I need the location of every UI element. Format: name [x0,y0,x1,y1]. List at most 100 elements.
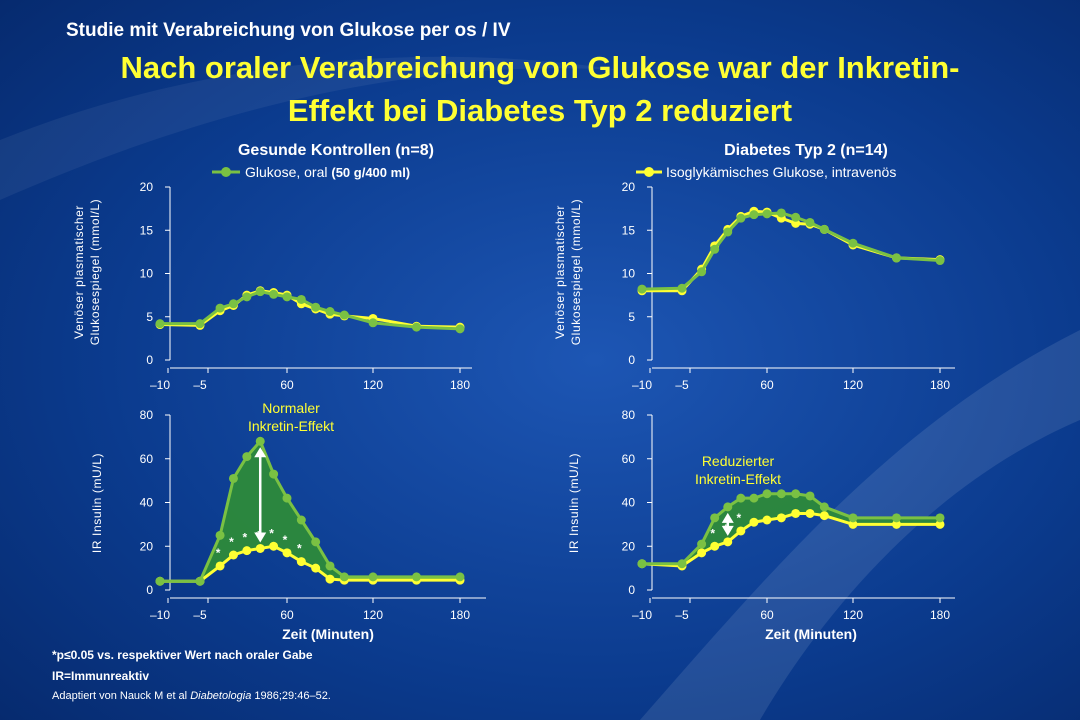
legend-iv-marker [644,167,654,177]
data-point-oral [935,513,945,523]
y-tick-label: 15 [622,223,636,237]
y-tick-label: 60 [622,452,636,466]
data-point-oral [339,310,349,320]
data-point-oral [710,244,720,254]
y-tick-label: 0 [628,353,635,367]
data-point-iv [791,508,801,518]
legend-iv: Isoglykämisches Glukose, intravenös [636,164,896,180]
data-point-iv [215,561,225,571]
data-point-iv [242,546,252,556]
glucose-ylabel-right-line1: Venöser plasmatischer [553,205,567,339]
data-point-oral [791,212,801,222]
data-point-oral [791,489,801,499]
data-point-oral [677,559,687,569]
data-point-oral [637,284,647,294]
x-tick-label: 120 [363,378,383,392]
reference-journal: Diabetologia [190,690,252,702]
x-tick-label: 60 [280,378,294,392]
y-tick-label: 20 [622,180,636,194]
plots: 0 5 10 15 20 –10 –5 60 120 180 0 5 10 15 20 –10 –5 60 120 1… [140,180,955,622]
x-tick-label: –5 [675,608,689,622]
x-tick-label: 180 [450,608,470,622]
data-point-oral [637,559,647,569]
y-tick-label: 5 [146,310,153,324]
significance-star: * [737,511,742,525]
data-point-iv [776,513,786,523]
data-point-oral [368,318,378,328]
data-point-oral [892,513,901,523]
data-point-iv [269,541,279,551]
reference-authors: Adaptiert von Nauck M et al [52,690,191,702]
data-point-oral [805,217,815,227]
y-tick-label: 10 [622,267,636,281]
annotation-reduced-line2: Inkretin-Effekt [695,471,781,487]
y-tick-label: 40 [140,496,154,510]
data-point-oral [339,572,349,582]
significance-star: * [229,535,234,549]
arrow-head-up [254,447,267,458]
y-tick-label: 20 [140,180,154,194]
legend-oral-marker [221,167,231,177]
data-point-oral [762,209,772,219]
insulin-ylabel-right: IR Insulin (mU/L) [567,453,581,553]
data-point-oral [819,224,829,234]
data-point-oral [776,489,786,499]
insulin-ylabel-left: IR Insulin (mU/L) [90,453,104,553]
data-point-oral [228,299,238,309]
legend-oral-dose: (50 g/400 ml) [331,165,410,180]
x-tick-label: –5 [193,378,207,392]
data-point-iv [228,550,238,560]
glucose-ylabel-left-line1: Venöser plasmatischer [72,205,86,339]
glucose-ylabel-left-line2: Glukosespiegel (mmol/L) [88,199,102,346]
x-tick-label: 120 [363,608,383,622]
y-tick-label: 15 [140,223,154,237]
data-point-iv [311,563,321,573]
data-point-oral [749,493,759,503]
y-tick-label: 80 [622,408,636,422]
footnote-ir: IR=Immunreaktiv [52,669,150,683]
significance-star: * [283,533,288,547]
data-point-oral [723,227,733,237]
x-tick-label: –5 [193,608,207,622]
legend-iv-label: Isoglykämisches Glukose, intravenös [666,164,896,180]
legend-oral-label: Glukose, oral [245,164,327,180]
data-point-oral [455,324,465,334]
data-point-oral [325,561,335,571]
incretin-effect-area [160,441,460,582]
arrow-head-down [721,525,734,536]
data-point-oral [412,322,421,332]
data-point-iv [710,541,720,551]
significance-star: * [243,531,248,545]
data-point-oral [282,493,292,503]
data-point-oral [228,473,238,483]
data-point-oral [710,513,720,523]
y-tick-label: 0 [628,583,635,597]
slide-subtitle: Studie mit Verabreichung von Glukose per… [66,20,511,41]
series-line-iv [642,209,941,293]
x-tick-label: 60 [760,608,774,622]
data-point-iv [819,511,829,521]
data-point-oral [311,302,321,312]
series-line-oral [641,211,941,291]
x-tick-label: –5 [675,378,689,392]
arrow-head-down [254,532,267,543]
data-point-oral [892,253,901,263]
data-point-oral [736,213,746,223]
data-point-iv [723,537,733,547]
data-point-oral [762,489,772,499]
data-point-oral [819,502,829,512]
panel-title-diabetes: Diabetes Typ 2 (n=14) [724,142,888,159]
data-point-oral [412,572,421,582]
x-tick-label: 120 [843,378,863,392]
data-point-iv [736,526,746,536]
data-point-oral [255,287,265,297]
footnote-pvalue-prefix: *p [52,648,64,662]
data-point-oral [935,256,945,266]
x-tick-label: –10 [632,608,652,622]
x-tick-label: 60 [760,378,774,392]
footnote-reference: Adaptiert von Nauck M et al Diabetologia… [52,690,331,702]
data-point-oral [697,539,707,549]
data-point-iv [749,517,759,527]
x-tick-label: –10 [150,608,170,622]
